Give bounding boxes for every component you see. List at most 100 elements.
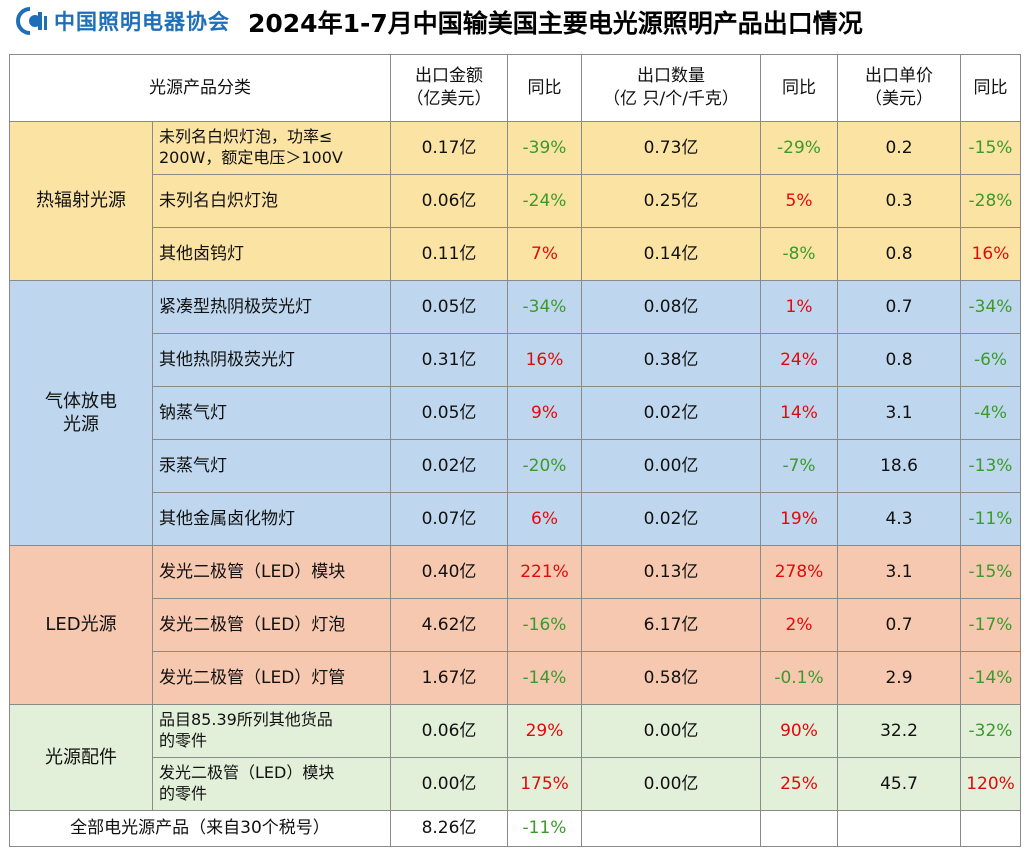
- price-yoy-cell: -11%: [960, 492, 1021, 546]
- export-quantity-cell: 0.14亿: [581, 227, 761, 281]
- product-name-l1: 其他卤钨灯: [159, 243, 244, 264]
- export-value-cell: 0.40亿: [390, 545, 508, 599]
- header-unit-price-l2: （美元）: [865, 89, 933, 109]
- unit-price-cell: 0.8: [837, 333, 961, 387]
- export-value-cell: 0.07亿: [390, 492, 508, 546]
- category-label-l2: 光源: [63, 414, 99, 435]
- quantity-yoy-cell: 14%: [760, 386, 838, 440]
- value-yoy-cell: -34%: [507, 280, 582, 334]
- header-export-value-l2: （亿美元）: [406, 89, 492, 109]
- value-yoy-cell: 29%: [507, 704, 582, 758]
- product-name-cell: 未列名白炽灯泡，功率≤ 200W，额定电压＞100V: [152, 121, 391, 175]
- value-yoy-cell: 16%: [507, 333, 582, 387]
- unit-price-cell: 3.1: [837, 545, 961, 599]
- value-yoy-cell: 6%: [507, 492, 582, 546]
- export-value-cell: 0.31亿: [390, 333, 508, 387]
- product-name-l1: 未列名白炽灯泡，功率≤: [159, 127, 333, 147]
- total-empty-cell: [760, 810, 838, 847]
- value-yoy-cell: 9%: [507, 386, 582, 440]
- export-quantity-cell: 0.02亿: [581, 492, 761, 546]
- product-name-l1: 未列名白炽灯泡: [159, 190, 278, 211]
- category-label-l1: LED光源: [45, 614, 117, 636]
- unit-price-cell: 0.8: [837, 227, 961, 281]
- value-yoy-cell: -20%: [507, 439, 582, 493]
- unit-price-cell: 2.9: [837, 651, 961, 705]
- category-cell: 热辐射光源: [9, 121, 153, 281]
- product-name-l1: 汞蒸气灯: [159, 455, 227, 476]
- export-quantity-cell: 0.38亿: [581, 333, 761, 387]
- page-header: 中国照明电器协会 2024年1-7月中国输美国主要电光源照明产品出口情况: [0, 0, 1027, 48]
- table-row: 其他热阴极荧光灯 0.31亿 16% 0.38亿 24% 0.8 -6%: [10, 333, 1021, 387]
- quantity-yoy-cell: 1%: [760, 280, 838, 334]
- product-name-l1: 品目85.39所列其他货品: [159, 710, 333, 730]
- table-row: 未列名白炽灯泡 0.06亿 -24% 0.25亿 5% 0.3 -28%: [10, 174, 1021, 228]
- export-quantity-cell: 0.73亿: [581, 121, 761, 175]
- unit-price-cell: 0.7: [837, 598, 961, 652]
- export-quantity-cell: 0.58亿: [581, 651, 761, 705]
- product-name-l1: 发光二极管（LED）灯管: [159, 667, 346, 688]
- export-quantity-cell: 0.25亿: [581, 174, 761, 228]
- price-yoy-cell: -4%: [960, 386, 1021, 440]
- export-value-cell: 1.67亿: [390, 651, 508, 705]
- value-yoy-cell: 7%: [507, 227, 582, 281]
- table-row: 发光二极管（LED）灯泡 4.62亿 -16% 6.17亿 2% 0.7 -17%: [10, 598, 1021, 652]
- unit-price-cell: 45.7: [837, 757, 961, 811]
- product-name-cell: 紧凑型热阴极荧光灯: [152, 280, 391, 334]
- price-yoy-cell: -15%: [960, 545, 1021, 599]
- export-value-cell: 0.11亿: [390, 227, 508, 281]
- unit-price-cell: 0.3: [837, 174, 961, 228]
- total-value: 8.26亿: [390, 810, 508, 847]
- product-name-l1: 发光二极管（LED）模块: [159, 763, 335, 783]
- unit-price-cell: 0.2: [837, 121, 961, 175]
- table-row: 钠蒸气灯 0.05亿 9% 0.02亿 14% 3.1 -4%: [10, 386, 1021, 440]
- quantity-yoy-cell: -0.1%: [760, 651, 838, 705]
- header-value-yoy: 同比: [507, 54, 582, 122]
- price-yoy-cell: 16%: [960, 227, 1021, 281]
- product-name-cell: 其他卤钨灯: [152, 227, 391, 281]
- total-label: 全部电光源产品（来自30个税号）: [9, 810, 391, 847]
- product-name-cell: 汞蒸气灯: [152, 439, 391, 493]
- total-empty-cell: [837, 810, 961, 847]
- quantity-yoy-cell: 278%: [760, 545, 838, 599]
- quantity-yoy-cell: 90%: [760, 704, 838, 758]
- product-name-cell: 其他热阴极荧光灯: [152, 333, 391, 387]
- table-row: 其他金属卤化物灯 0.07亿 6% 0.02亿 19% 4.3 -11%: [10, 492, 1021, 546]
- category-label-l1: 热辐射光源: [36, 190, 126, 212]
- product-name-l1: 紧凑型热阴极荧光灯: [159, 296, 312, 317]
- table-row: LED光源 发光二极管（LED）模块 0.40亿 221% 0.13亿 278% 3.1 -1…: [9, 545, 1021, 705]
- logo: 中国照明电器协会: [8, 6, 230, 36]
- value-yoy-cell: -14%: [507, 651, 582, 705]
- product-name-l1: 其他金属卤化物灯: [159, 508, 295, 529]
- quantity-yoy-cell: 19%: [760, 492, 838, 546]
- total-row: 全部电光源产品（来自30个税号） 8.26亿 -11%: [9, 810, 1021, 847]
- price-yoy-cell: -6%: [960, 333, 1021, 387]
- quantity-yoy-cell: 2%: [760, 598, 838, 652]
- price-yoy-cell: -32%: [960, 704, 1021, 758]
- product-name-l1: 发光二极管（LED）灯泡: [159, 614, 346, 635]
- product-name-cell: 其他金属卤化物灯: [152, 492, 391, 546]
- price-yoy-cell: -34%: [960, 280, 1021, 334]
- header-export-quantity-l2: （亿 只/个/千克）: [603, 89, 739, 109]
- header-price-yoy: 同比: [960, 54, 1021, 122]
- total-value-yoy: -11%: [507, 810, 582, 847]
- table-row: 发光二极管（LED）模块 的零件 0.00亿 175% 0.00亿 25% 45.7 120%: [10, 757, 1021, 811]
- export-value-cell: 0.06亿: [390, 174, 508, 228]
- export-quantity-cell: 0.00亿: [581, 757, 761, 811]
- quantity-yoy-cell: -7%: [760, 439, 838, 493]
- export-value-cell: 4.62亿: [390, 598, 508, 652]
- total-empty-cell: [960, 810, 1021, 847]
- price-yoy-cell: 120%: [960, 757, 1021, 811]
- product-name-cell: 发光二极管（LED）模块 的零件: [152, 757, 391, 811]
- quantity-yoy-cell: -29%: [760, 121, 838, 175]
- price-yoy-cell: -28%: [960, 174, 1021, 228]
- product-name-l1: 其他热阴极荧光灯: [159, 349, 295, 370]
- product-name-cell: 未列名白炽灯泡: [152, 174, 391, 228]
- total-empty-cell: [581, 810, 761, 847]
- value-yoy-cell: 221%: [507, 545, 582, 599]
- export-quantity-cell: 0.00亿: [581, 439, 761, 493]
- table-row: 发光二极管（LED）灯管 1.67亿 -14% 0.58亿 -0.1% 2.9 -14%: [10, 651, 1021, 705]
- export-table: 光源产品分类 出口金额 （亿美元） 同比 出口数量 （亿 只/个/千克） 同比 …: [9, 54, 1021, 847]
- price-yoy-cell: -13%: [960, 439, 1021, 493]
- export-quantity-cell: 0.00亿: [581, 704, 761, 758]
- product-name-l2: 的零件: [159, 731, 208, 750]
